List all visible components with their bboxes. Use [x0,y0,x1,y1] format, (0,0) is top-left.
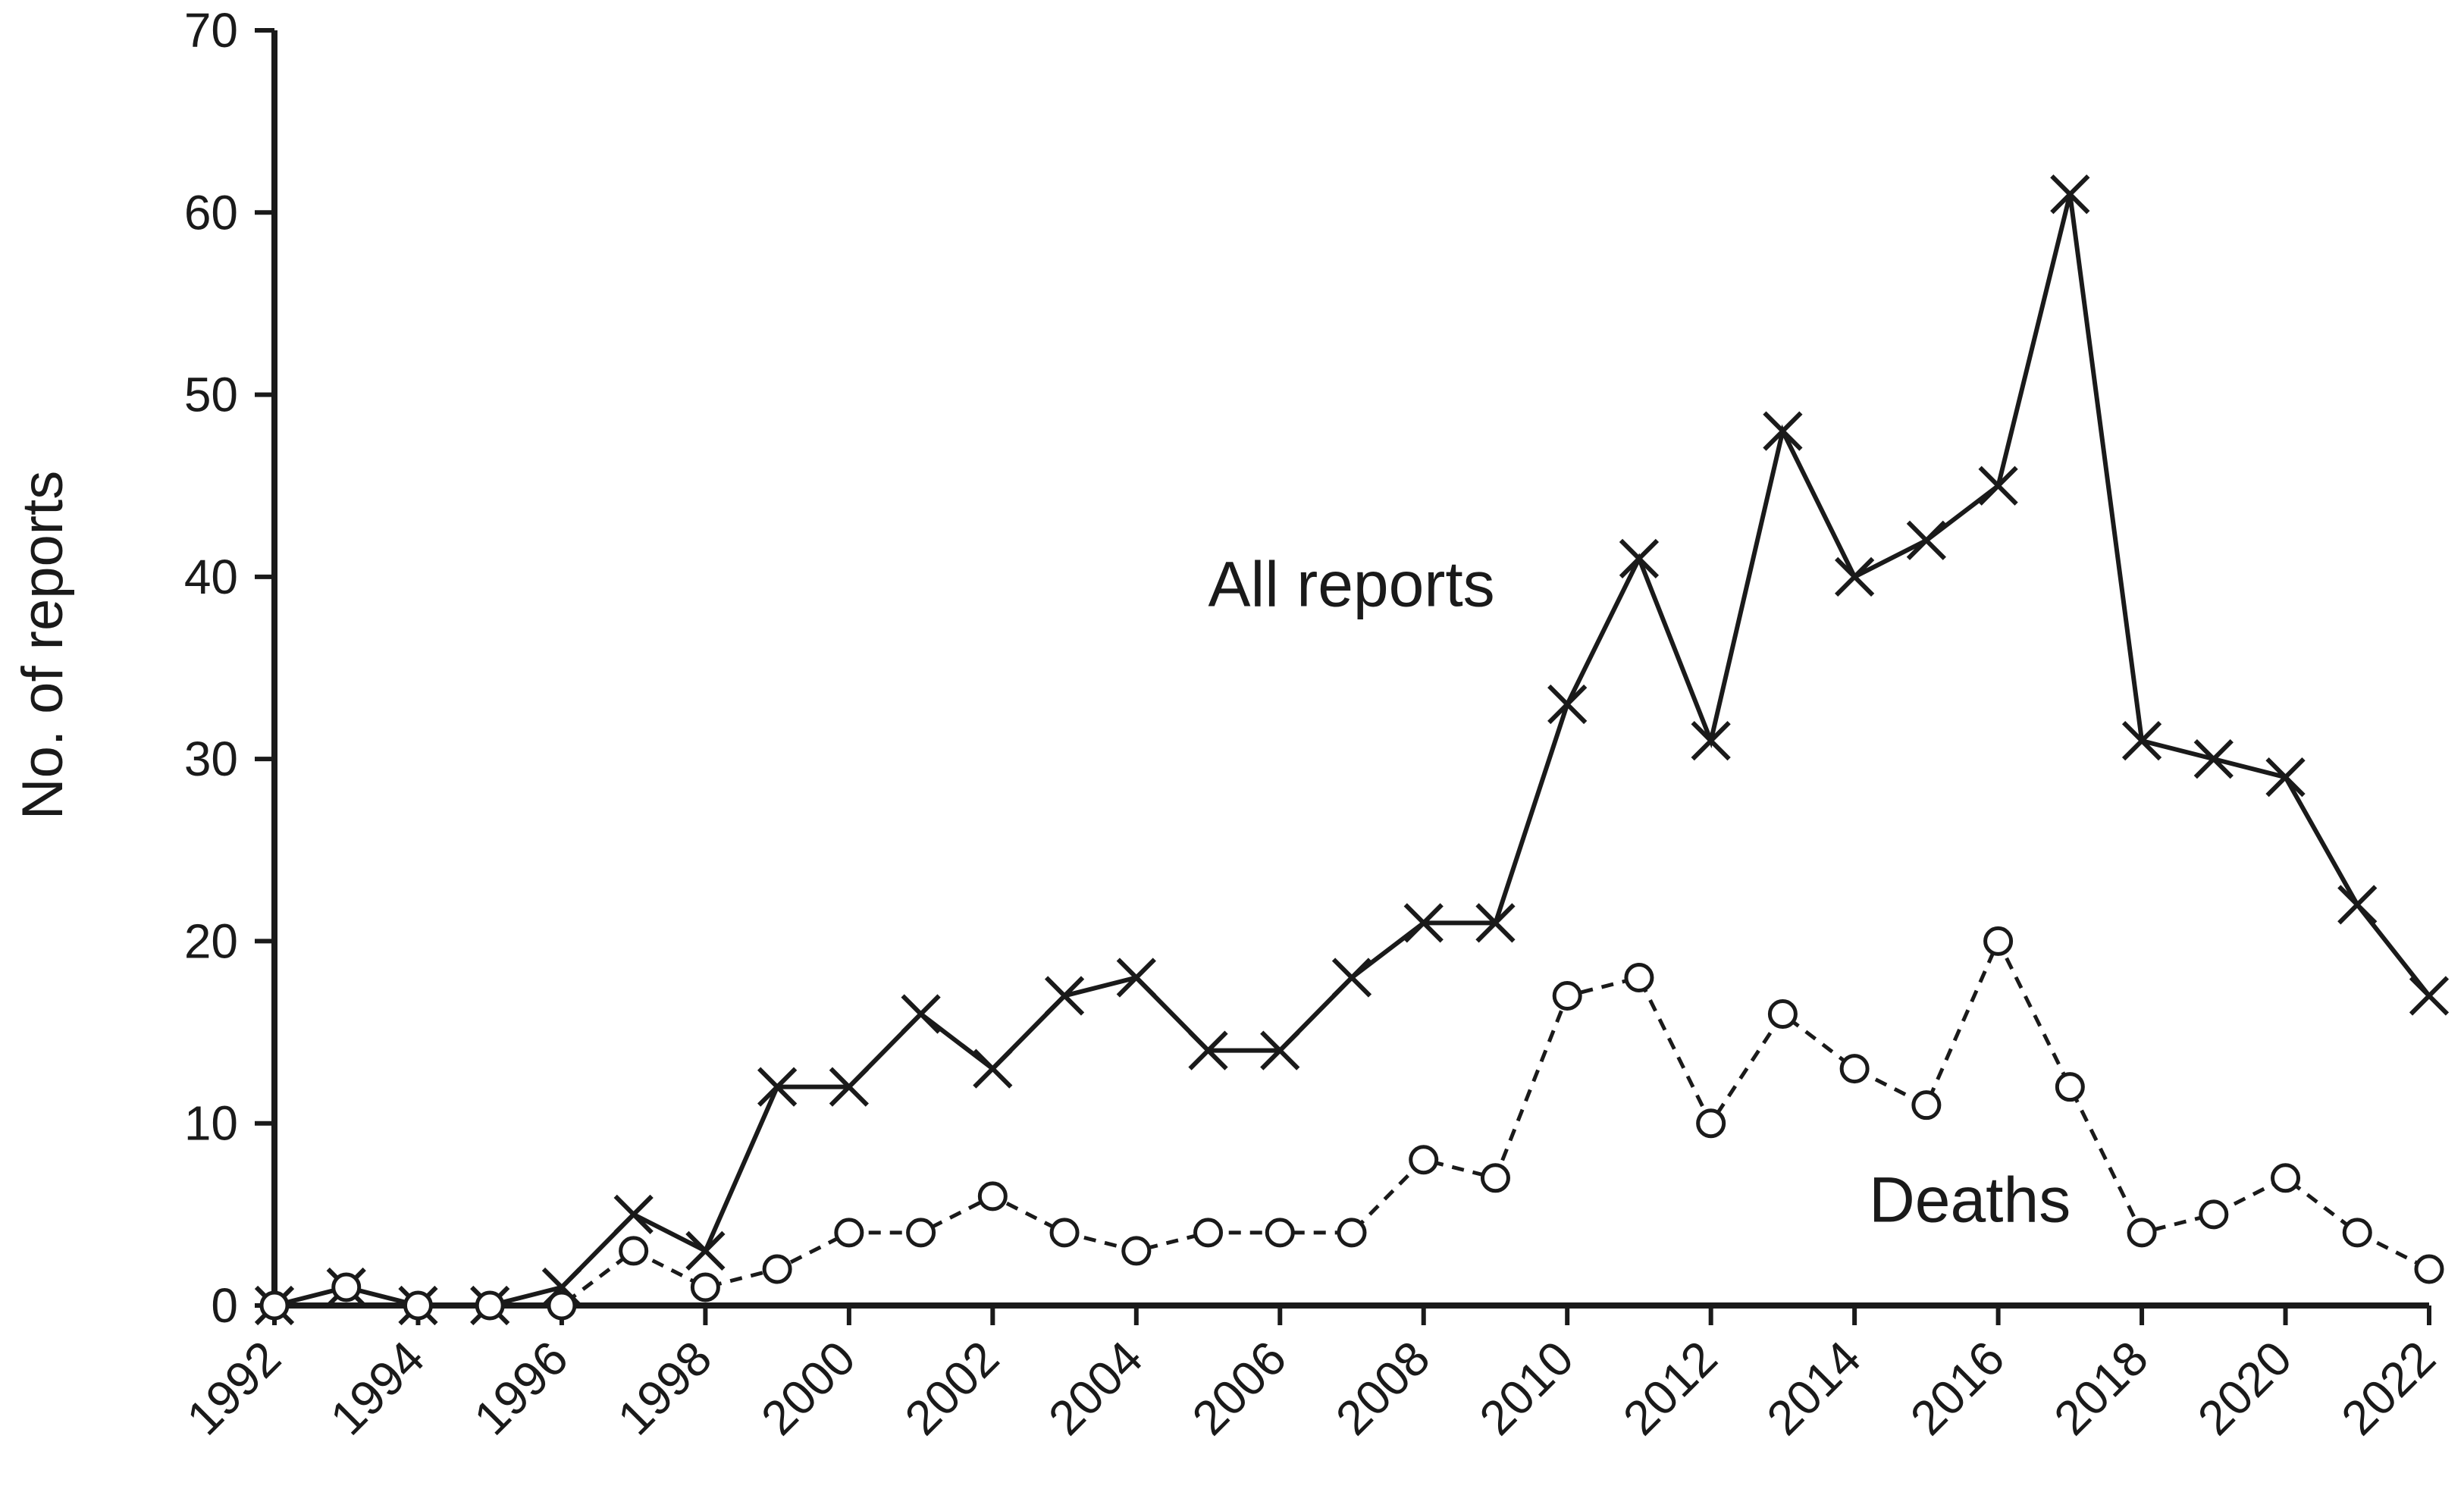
x-tick-label: 2002 [895,1331,1010,1446]
data-point-x [1906,520,1946,560]
data-point-x [1475,903,1516,943]
data-point-x [1403,903,1444,943]
data-point-circle [1911,1090,1942,1121]
data-point-x [1619,538,1660,578]
data-point-x [1835,556,1875,597]
y-tick-label: 70 [184,3,238,58]
data-point-circle [547,1290,577,1321]
data-point-circle [1337,1218,1367,1248]
data-point-x [829,1067,869,1107]
y-ticks: 0 10 20 30 40 50 60 70 [184,3,274,1333]
x-ticks: 1992 1994 1996 1998 2000 2002 2004 2006 2008 2010… [176,1306,2446,1446]
data-point-circle [1265,1218,1295,1248]
y-tick-label: 0 [211,1278,238,1333]
x-tick-label: 2020 [2187,1331,2303,1446]
x-tick-label: 2000 [751,1331,866,1446]
data-point-circle [2199,1199,2229,1230]
annotation-all-reports: All reports [1208,548,1495,619]
y-tick-label: 60 [184,185,238,240]
data-point-x [2121,720,2162,761]
data-point-circle [619,1236,649,1266]
y-tick-label: 10 [184,1096,238,1151]
data-point-x [2409,976,2450,1016]
data-point-x [1691,720,1731,761]
y-tick-label: 30 [184,732,238,786]
data-point-circle [2271,1163,2301,1193]
data-point-circle [762,1254,792,1284]
data-point-circle [2127,1218,2157,1248]
y-tick-label: 50 [184,368,238,422]
data-point-circle [403,1290,433,1321]
data-point-x [901,994,941,1034]
x-tick-label: 2016 [1900,1331,2015,1446]
x-tick-label: 2004 [1038,1331,1153,1446]
data-point-x [2265,757,2306,798]
data-point-circle [906,1218,936,1248]
data-point-x [613,1194,654,1234]
data-point-circle [1839,1054,1870,1084]
y-tick-label: 40 [184,550,238,604]
x-tick-label: 2012 [1613,1331,1728,1446]
data-point-x [1116,958,1156,998]
data-point-circle [1767,999,1798,1030]
data-point-circle [1983,926,2014,956]
data-point-circle [475,1290,505,1321]
data-point-circle [1049,1218,1080,1248]
data-point-circle [1480,1163,1510,1193]
data-point-x [1260,1030,1300,1070]
x-tick-label: 1998 [607,1331,723,1446]
x-tick-label: 2022 [2331,1331,2446,1446]
data-point-circle [259,1290,290,1321]
data-point-circle [1552,981,1582,1011]
data-point-circle [2055,1072,2085,1102]
data-point-x [1188,1030,1228,1070]
series-all-reports [254,174,2450,1326]
x-tick-label: 1996 [463,1331,578,1446]
x-tick-label: 2018 [2043,1331,2158,1446]
data-point-x [1547,684,1588,725]
data-point-circle [331,1272,362,1302]
x-tick-label: 2006 [1182,1331,1297,1446]
x-tick-label: 1992 [176,1331,291,1446]
data-point-circle [834,1218,864,1248]
axes [271,30,2429,1309]
data-point-x [1763,411,1803,451]
data-point-circle [1696,1108,1726,1139]
x-tick-label: 1994 [320,1331,435,1446]
data-point-circle [690,1272,720,1302]
data-point-x [685,1230,726,1271]
data-point-x [973,1048,1013,1089]
y-tick-label: 20 [184,914,238,968]
data-point-x [2050,174,2090,215]
x-tick-label: 2008 [1325,1331,1440,1446]
data-point-x [2337,885,2378,925]
series-deaths [259,926,2444,1321]
data-point-circle [1409,1145,1439,1175]
data-point-circle [1624,962,1654,992]
data-point-circle [2342,1218,2372,1248]
data-point-x [1978,465,2018,506]
x-tick-label: 2014 [1756,1331,1871,1446]
annotation-deaths: Deaths [1869,1164,2071,1235]
series-line-all-reports [274,193,2431,1308]
data-point-x [1331,958,1372,998]
data-point-x [757,1067,798,1107]
y-axis-title: No. of reports [11,471,75,820]
data-point-x [2193,739,2234,779]
data-point-circle [1121,1236,1152,1266]
data-point-circle [2414,1254,2444,1284]
data-point-x [1044,976,1085,1016]
data-point-circle [977,1181,1008,1211]
x-tick-label: 2010 [1469,1331,1585,1446]
series-layer [254,174,2450,1326]
data-point-circle [1193,1218,1224,1248]
